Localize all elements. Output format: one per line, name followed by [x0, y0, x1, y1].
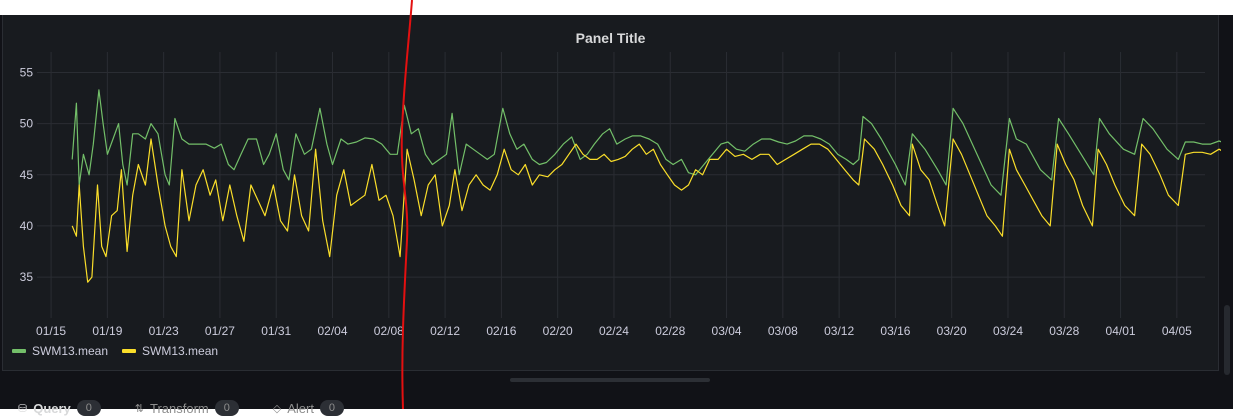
x-tick-label: 02/28	[655, 324, 685, 338]
legend-label: SWM13.mean	[32, 344, 109, 358]
x-tick-label: 02/08	[374, 324, 404, 338]
series-line	[71, 138, 1233, 283]
graph-panel: Panel Title	[2, 15, 1219, 371]
transform-icon: ⇅	[134, 402, 145, 415]
x-tick-label: 02/04	[318, 324, 348, 338]
tab-transform[interactable]: ⇅ Transform 0	[135, 400, 239, 416]
tab-alert[interactable]: ◇ Alert 0	[273, 400, 344, 416]
editor-tabs: ⛁ Query 0 ⇅ Transform 0 ◇ Alert 0	[18, 400, 344, 416]
x-tick-label: 03/28	[1049, 324, 1079, 338]
y-tick-label: 40	[20, 219, 34, 233]
x-tick-label: 01/19	[92, 324, 122, 338]
legend-label: SWM13.mean	[142, 344, 219, 358]
x-tick-label: 01/27	[205, 324, 235, 338]
y-tick-label: 55	[20, 65, 34, 79]
x-tick-label: 02/12	[430, 324, 460, 338]
x-tick-label: 03/04	[712, 324, 742, 338]
x-tick-label: 03/12	[824, 324, 854, 338]
tab-label: Query	[33, 400, 71, 416]
x-tick-label: 03/16	[880, 324, 910, 338]
panel-resize-handle[interactable]	[510, 378, 710, 382]
tab-count-badge: 0	[214, 400, 239, 416]
legend-swatch	[12, 349, 26, 353]
x-tick-label: 02/16	[486, 324, 516, 338]
legend-item[interactable]: SWM13.mean	[122, 344, 218, 358]
tab-query[interactable]: ⛁ Query 0	[18, 400, 101, 416]
series-line	[71, 89, 1233, 196]
x-tick-label: 02/20	[543, 324, 573, 338]
y-tick-label: 45	[20, 168, 34, 182]
database-icon: ⛁	[18, 402, 28, 415]
y-tick-label: 35	[20, 270, 34, 284]
tab-label: Transform	[150, 400, 209, 416]
bell-icon: ◇	[272, 402, 282, 415]
y-tick-label: 50	[20, 117, 34, 131]
x-tick-label: 03/08	[768, 324, 798, 338]
x-tick-label: 01/15	[36, 324, 66, 338]
x-tick-label: 01/23	[149, 324, 179, 338]
x-tick-label: 03/20	[937, 324, 967, 338]
panel-title: Panel Title	[575, 30, 646, 46]
x-tick-label: 04/05	[1162, 324, 1192, 338]
legend: SWM13.mean SWM13.mean	[12, 344, 218, 358]
x-tick-label: 03/24	[993, 324, 1023, 338]
legend-swatch	[122, 349, 137, 353]
x-tick-label: 04/01	[1106, 324, 1136, 338]
tab-count-badge: 0	[319, 400, 344, 416]
x-tick-label: 01/31	[261, 324, 291, 338]
legend-item[interactable]: SWM13.mean	[12, 344, 108, 358]
x-tick-label: 02/24	[599, 324, 629, 338]
scrollbar-thumb[interactable]	[1224, 305, 1230, 375]
tab-count-badge: 0	[76, 400, 101, 416]
tab-label: Alert	[287, 400, 314, 416]
